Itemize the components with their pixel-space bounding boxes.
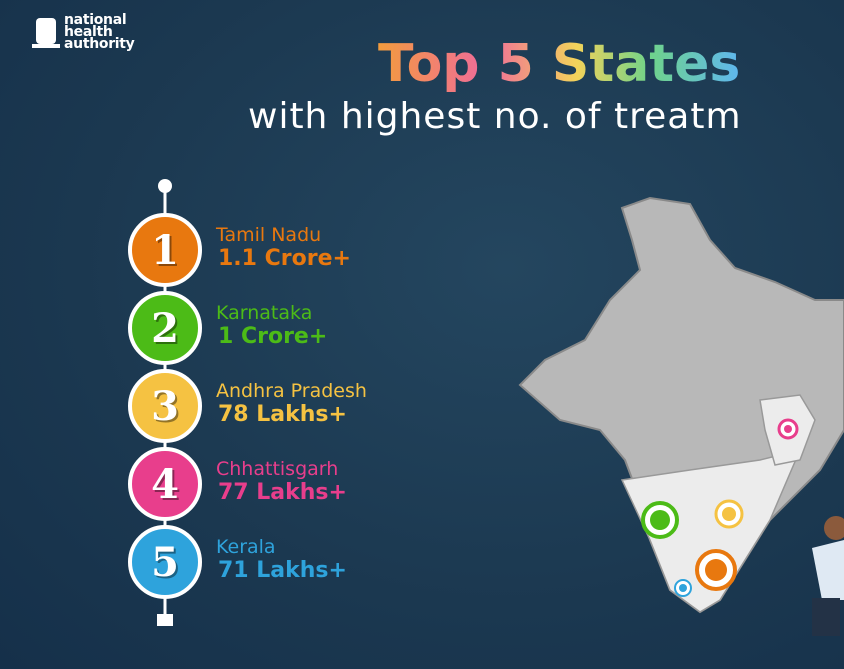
south-states — [620, 448, 802, 613]
treatment-count: 1.1 Crore+ — [218, 246, 351, 271]
logo-line: national — [64, 12, 127, 28]
doctor-figure — [812, 516, 844, 636]
state-name: Chhattisgarh — [216, 458, 339, 480]
treatment-count: 78 Lakhs+ — [218, 402, 347, 427]
rank-badge: 5 — [128, 525, 202, 599]
state-name: Kerala — [216, 536, 276, 558]
logo-line: health — [64, 24, 113, 40]
state-name: Karnataka — [216, 302, 313, 324]
rank-badge: 2 — [128, 291, 202, 365]
emblem — [32, 18, 60, 48]
rank-badge: 3 — [128, 369, 202, 443]
logo-line: authority — [64, 36, 135, 52]
rank-badge: 4 — [128, 447, 202, 521]
timeline-start — [158, 179, 172, 193]
rank-badge: 1 — [128, 213, 202, 287]
treatment-count: 1 Crore+ — [218, 324, 328, 349]
state-dots — [641, 418, 799, 597]
timeline-end — [157, 614, 173, 626]
treatment-count: 71 Lakhs+ — [218, 558, 347, 583]
treatment-count: 77 Lakhs+ — [218, 480, 347, 505]
subtitle: with highest no. of treatm — [248, 96, 742, 137]
state-name: Andhra Pradesh — [216, 380, 367, 402]
title: Top 5 States — [378, 34, 741, 94]
logo-text: national health authority — [64, 12, 135, 52]
state-name: Tamil Nadu — [216, 224, 322, 246]
